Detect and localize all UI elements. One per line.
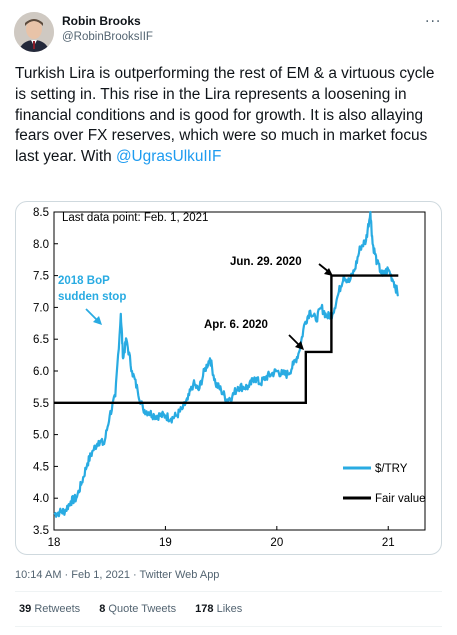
- y-tick-label: 6.5: [33, 334, 49, 346]
- y-tick-label: 7.5: [33, 271, 49, 283]
- annotation-bop-line2: sudden stop: [58, 291, 126, 303]
- author-handle[interactable]: @RobinBrooksIIF: [62, 31, 153, 43]
- tweet-timestamp[interactable]: 10:14 AM · Feb 1, 2021 · Twitter Web App: [15, 569, 220, 581]
- annotation-jun: Jun. 29. 2020: [230, 256, 302, 268]
- y-tick-label: 3.5: [33, 525, 49, 537]
- mention-link[interactable]: @UgrasUlkuIIF: [115, 148, 222, 166]
- annotation-bop-arrowhead: [93, 316, 102, 325]
- tweet-text: Turkish Lira is outperforming the rest o…: [15, 64, 445, 168]
- y-tick-label: 8.5: [33, 207, 49, 219]
- more-options-icon[interactable]: ···: [425, 14, 442, 30]
- legend-label: $/TRY: [375, 463, 408, 475]
- annotation-apr-arrowhead: [295, 341, 304, 350]
- avatar[interactable]: [14, 12, 54, 52]
- y-tick-label: 5.5: [33, 398, 49, 410]
- divider: [15, 626, 442, 627]
- author-name[interactable]: Robin Brooks: [62, 14, 141, 28]
- quote-tweets-count: 8: [99, 603, 106, 615]
- y-tick-label: 5.0: [33, 430, 49, 442]
- avatar-photo: [14, 12, 54, 52]
- retweets-stat[interactable]: 39 Retweets: [19, 603, 80, 615]
- tweet-media-chart[interactable]: 3.5 4.0 4.5 5.0 5.5 6.0 6.5 7.0 7.5 8.0 8.5 18 19 20…: [15, 201, 442, 555]
- quote-tweets-stat[interactable]: 8 Quote Tweets: [99, 603, 176, 615]
- y-tick-label: 6.0: [33, 366, 49, 378]
- retweets-label: Retweets: [34, 603, 81, 615]
- annotation-last-data-point: Last data point: Feb. 1, 2021: [62, 212, 208, 224]
- x-tick-label: 21: [382, 537, 395, 549]
- annotation-bop-line1: 2018 BoP: [58, 275, 110, 287]
- chart: 3.5 4.0 4.5 5.0 5.5 6.0 6.5 7.0 7.5 8.0 8.5 18 19 20…: [33, 207, 426, 549]
- likes-count: 178: [195, 603, 214, 615]
- y-tick-label: 8.0: [33, 239, 49, 251]
- divider: [15, 591, 442, 592]
- likes-stat[interactable]: 178 Likes: [195, 603, 242, 615]
- y-tick-label: 4.5: [33, 461, 49, 473]
- series-line-fair-value: [54, 274, 399, 405]
- x-tick-label: 18: [48, 537, 61, 549]
- likes-label: Likes: [216, 603, 243, 615]
- series-line-usd-try: [53, 210, 400, 518]
- tweet-body: Turkish Lira is outperforming the rest o…: [15, 65, 435, 166]
- x-tick-label: 19: [159, 537, 172, 549]
- tweet-stats: 39 Retweets 8 Quote Tweets 178 Likes: [19, 603, 258, 615]
- legend-label: Fair value: [375, 493, 426, 505]
- annotation-apr: Apr. 6. 2020: [204, 319, 268, 331]
- y-tick-label: 7.0: [33, 302, 49, 314]
- x-tick-label: 20: [270, 537, 283, 549]
- retweets-count: 39: [19, 603, 32, 615]
- annotation-bop: 2018 BoP sudden stop: [58, 275, 126, 303]
- y-tick-label: 4.0: [33, 493, 49, 505]
- quote-tweets-label: Quote Tweets: [108, 603, 177, 615]
- annotation-jun-arrowhead: [324, 268, 333, 276]
